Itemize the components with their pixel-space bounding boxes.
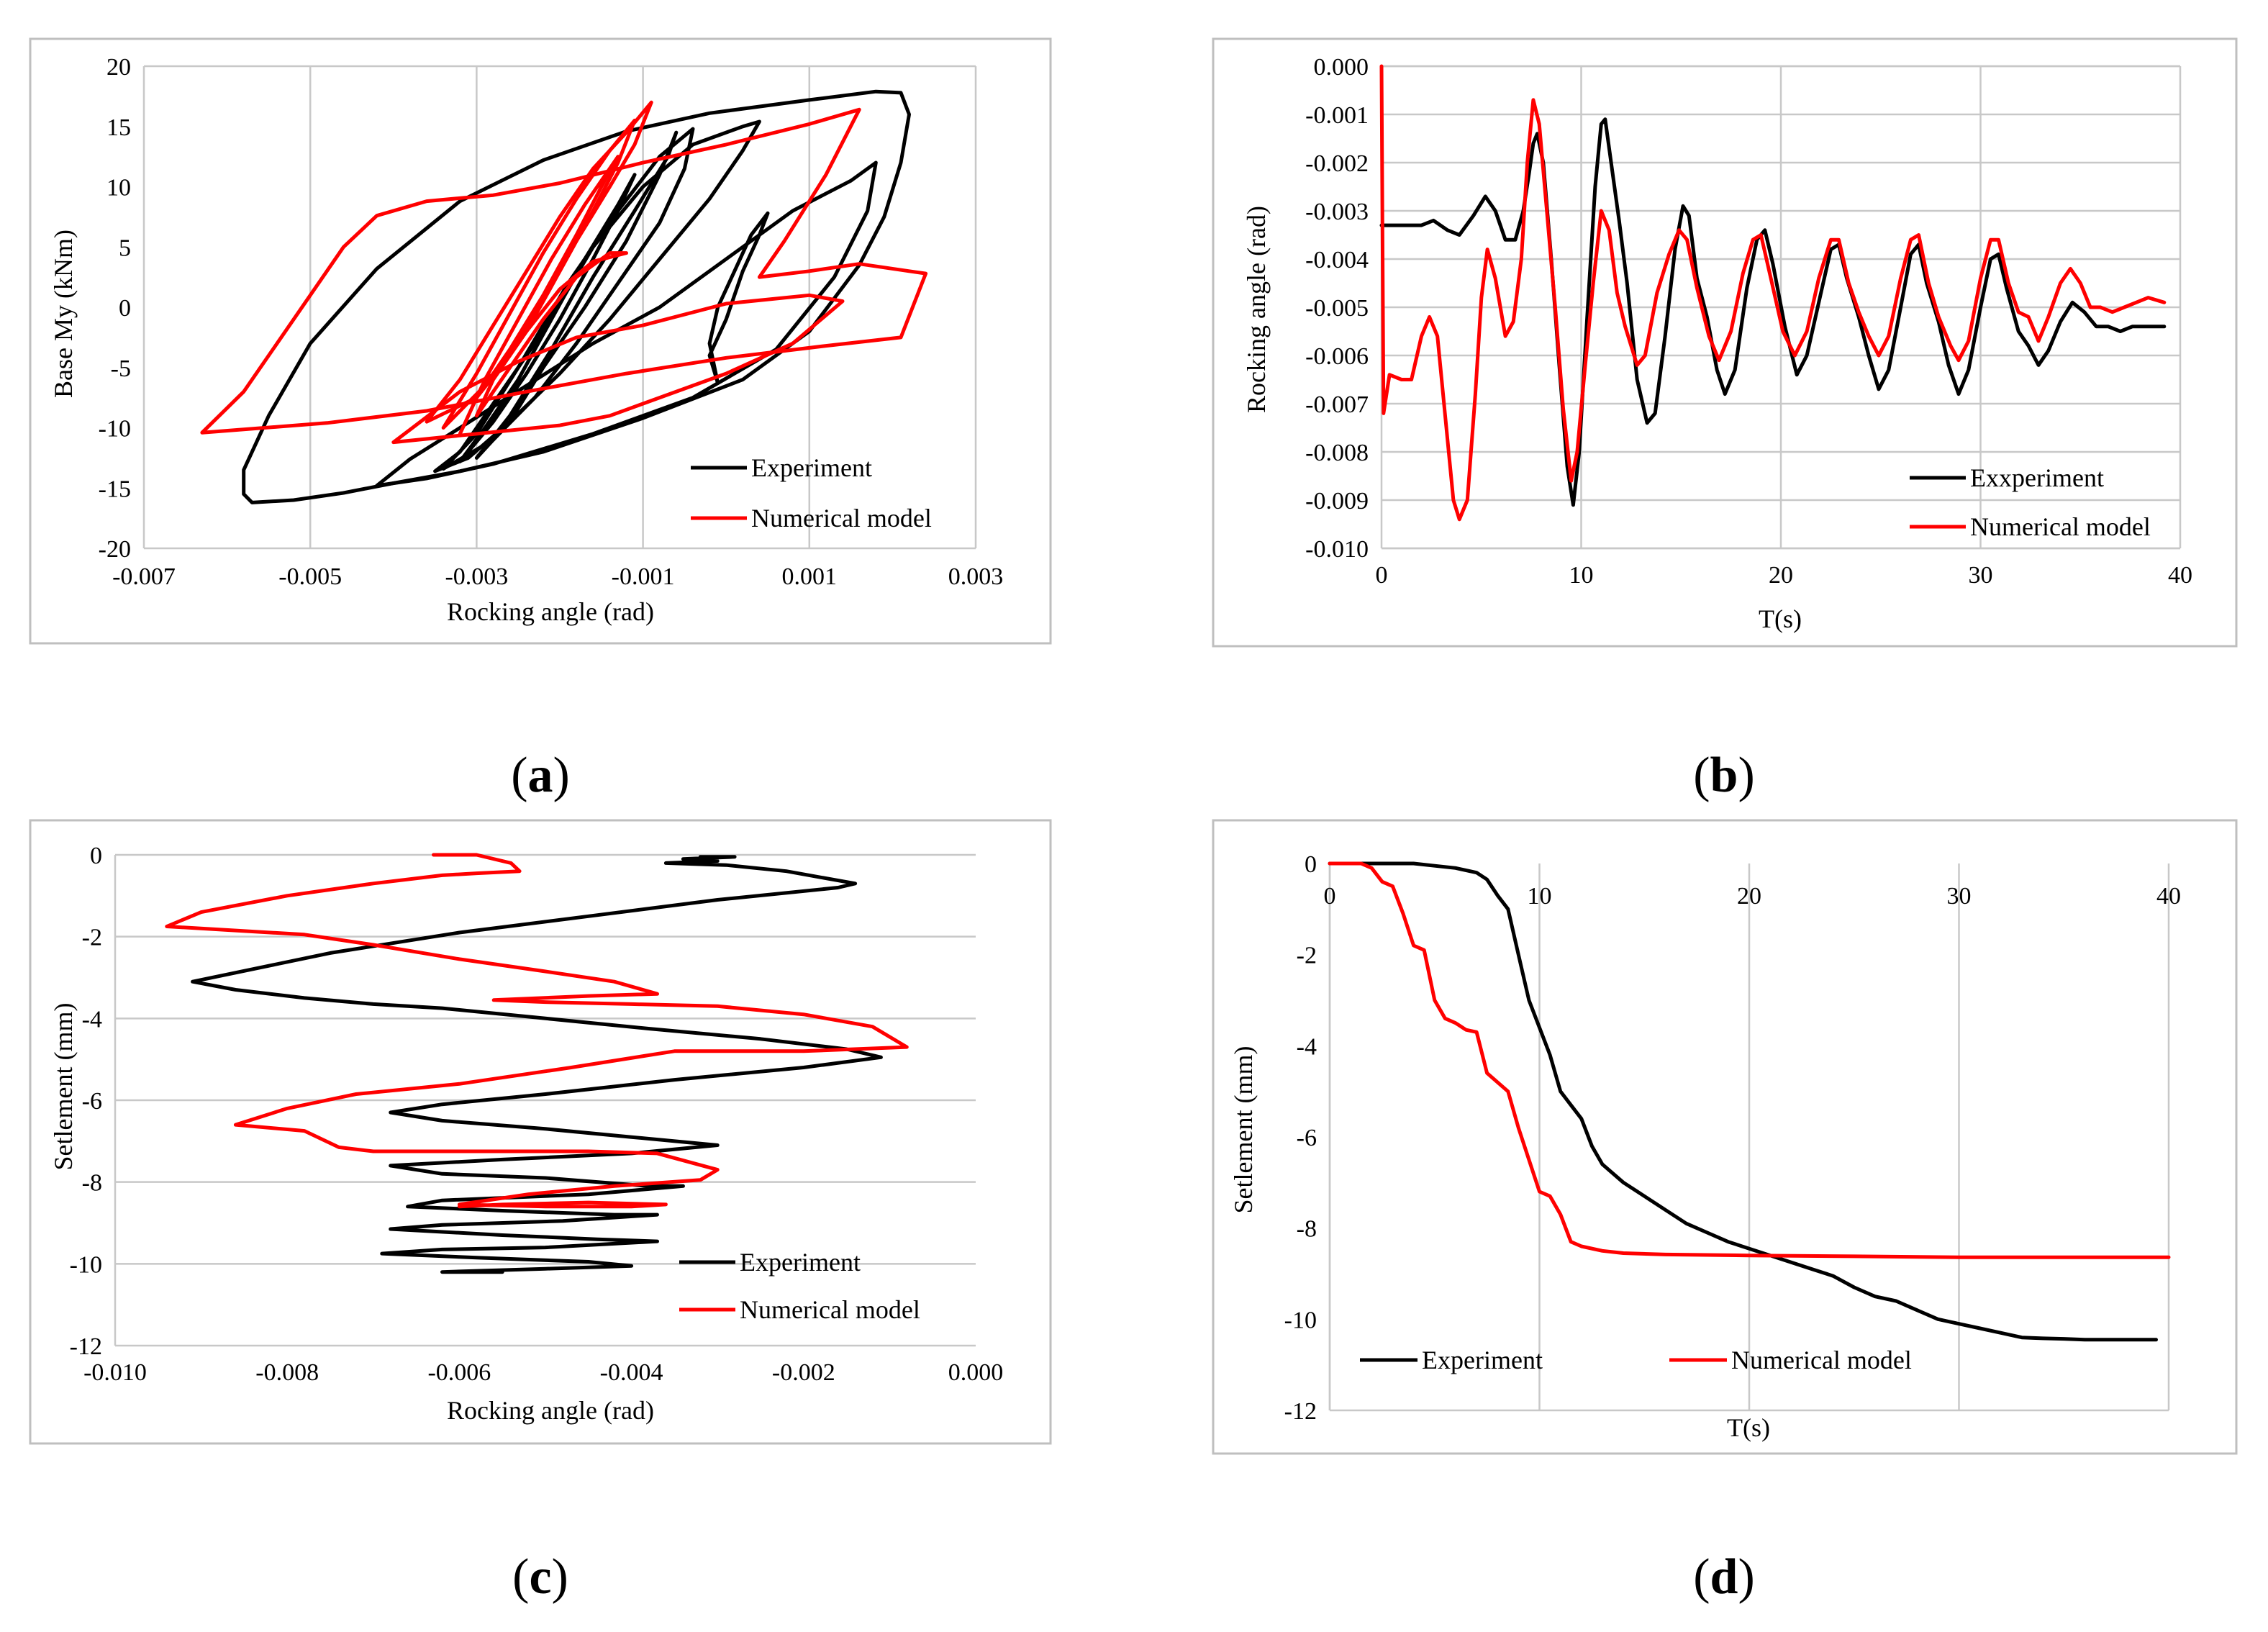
x-tick-label: 0.000 [948,1359,1004,1386]
chart-panel-b: 0 10 20 30 40 0.000 -0.001 -0.002 -0.003 -0.004 -0… [1212,37,2238,803]
x-tick-label: -0.006 [427,1359,491,1386]
panel-label: (d) [1693,1549,1755,1605]
x-tick-label: 40 [2156,883,2181,910]
chart-frame [29,819,1052,1445]
y-tick-label: -0.003 [1305,199,1369,225]
series-numerical-model [391,293,845,445]
y-tick-label: 20 [106,54,131,81]
panel-label: (c) [512,1549,568,1605]
x-tick-label: -0.002 [772,1359,835,1386]
series-numerical-model [1328,861,2171,1259]
series-numerical-model [165,853,909,1209]
y-tick-label: -0.006 [1305,343,1369,370]
y-tick-label: 0 [90,843,102,869]
y-tick-label: 0 [1305,851,1317,878]
series-numerical-model [474,251,628,418]
y-tick-label: -10 [1284,1307,1317,1333]
y-tick-label: -0.010 [1305,536,1369,563]
x-tick-label: -0.007 [112,563,176,590]
series-numerical-model [1379,64,2167,522]
y-tick-label: -0.001 [1305,102,1369,129]
x-tick-label: 20 [1769,562,1793,589]
y-tick-label: -5 [111,355,131,382]
panel-label: (a) [511,748,570,803]
series-experiment [707,211,770,385]
y-tick-label: -0.008 [1305,440,1369,466]
legend-label: Experiment [1422,1346,1543,1374]
x-tick-label: 40 [2168,562,2192,589]
y-axis-label: Setlement (mm) [1229,1046,1258,1214]
y-tick-label: -0.005 [1305,295,1369,322]
chart-panel-d: 0 10 20 30 40 0 -2 -4 -6 -8 -10 -12 Experiment Numer… [1212,819,2238,1605]
series-experiment [1379,117,2167,507]
y-tick-label: -6 [82,1088,102,1115]
chart-frame [1212,819,2238,1455]
y-axis-label: Setlement (mm) [49,1003,78,1171]
legend-label: Numerical model [751,504,932,532]
series-numerical-model [200,107,928,435]
legend-label: Numerical model [740,1295,920,1324]
x-tick-label: 30 [1969,562,1993,589]
y-tick-label: -4 [1297,1033,1317,1060]
series-experiment [458,173,637,463]
x-tick-label: 10 [1569,562,1594,589]
x-tick-label: 0 [1376,562,1388,589]
chart-panel-a: -0.007 -0.005 -0.003 -0.001 0.001 0.003 -20 -15… [29,37,1052,803]
y-axis-label: Base My (kNm) [49,230,78,398]
y-tick-label: -20 [99,536,131,563]
x-axis-label: T(s) [1727,1413,1770,1442]
x-axis-label: T(s) [1759,604,1802,633]
x-tick-label: 10 [1528,883,1552,910]
y-tick-label: -0.009 [1305,488,1369,514]
y-tick-label: 10 [106,175,131,201]
y-tick-label: -0.002 [1305,150,1369,177]
y-tick-label: -2 [82,925,102,951]
series-experiment [1328,861,2158,1342]
legend-label: Exxperiment [1970,463,2104,492]
y-axis-label: Rocking angle (rad) [1242,206,1271,413]
legend-label: Experiment [740,1248,861,1277]
x-tick-label: 0.003 [948,563,1004,590]
panel-label: (b) [1693,748,1755,803]
x-tick-label: -0.005 [278,563,342,590]
x-tick-label: 0.001 [782,563,838,590]
y-tick-label: -6 [1297,1125,1317,1151]
y-tick-label: -0.007 [1305,391,1369,418]
y-tick-label: 0.000 [1314,54,1369,81]
x-tick-label: 20 [1737,883,1761,910]
x-tick-label: -0.001 [612,563,675,590]
chart-panel-c: -0.010 -0.008 -0.006 -0.004 -0.002 0.000 0 -2 -4… [29,819,1052,1605]
legend-label: Experiment [751,453,872,482]
x-tick-label: 30 [1947,883,1972,910]
y-tick-label: -2 [1297,943,1317,969]
y-tick-label: -10 [70,1251,102,1278]
legend-label: Numerical model [1731,1346,1912,1374]
series-numerical-model [458,155,620,436]
x-tick-label: 0 [1324,883,1336,910]
x-axis-label: Rocking angle (rad) [447,1396,654,1425]
y-tick-label: -8 [1297,1216,1317,1243]
y-tick-label: 15 [106,114,131,141]
y-tick-label: -8 [82,1170,102,1197]
x-tick-label: -0.008 [255,1359,319,1386]
y-tick-label: -15 [99,476,131,502]
y-tick-label: -12 [1284,1398,1317,1425]
y-tick-label: -10 [99,416,131,443]
x-tick-label: -0.010 [83,1359,147,1386]
y-tick-label: -12 [70,1333,102,1360]
x-axis-label: Rocking angle (rad) [447,597,654,626]
y-tick-label: 5 [119,235,131,261]
x-tick-label: -0.003 [445,563,508,590]
y-tick-label: -0.004 [1305,247,1369,273]
x-tick-label: -0.004 [600,1359,663,1386]
legend-label: Numerical model [1970,512,2151,541]
series-experiment [191,855,883,1274]
y-tick-label: -4 [82,1006,102,1033]
y-tick-label: 0 [119,295,131,322]
